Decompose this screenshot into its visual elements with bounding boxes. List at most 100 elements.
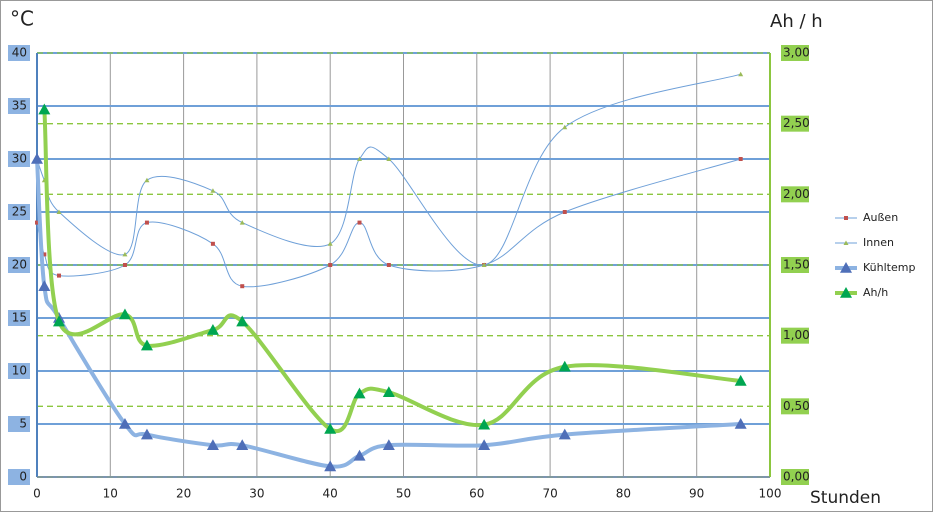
- marker: [122, 263, 127, 267]
- marker: [327, 241, 333, 246]
- marker: [478, 418, 491, 430]
- marker: [478, 439, 491, 450]
- marker: [357, 156, 363, 161]
- y2-tick-label-bg: [781, 327, 809, 344]
- y2-tick-label: 2,50: [783, 116, 810, 130]
- marker: [324, 422, 337, 434]
- y-tick-label: 0: [19, 470, 27, 484]
- x-axis-label: Stunden: [810, 488, 881, 508]
- y2-tick-label: 0,00: [783, 470, 810, 484]
- y2-tick-label-bg: [781, 45, 809, 61]
- marker: [206, 324, 219, 335]
- marker: [144, 220, 149, 225]
- y-tick-label-bg: [8, 416, 30, 432]
- marker: [840, 262, 852, 273]
- x-tick-label: 60: [469, 487, 484, 501]
- y-tick-label-bg: [8, 310, 30, 326]
- x-tick-label: 0: [33, 487, 41, 501]
- legend-label: Kühltemp: [863, 261, 915, 274]
- y-tick-label: 10: [12, 364, 27, 378]
- marker: [240, 284, 245, 289]
- x-tick-label: 50: [396, 487, 411, 501]
- series-line: [36, 158, 741, 288]
- y2-tick-label-bg: [781, 398, 809, 415]
- x-tick-label: 100: [759, 487, 782, 501]
- marker: [738, 71, 744, 77]
- marker: [562, 124, 568, 130]
- marker: [734, 418, 747, 429]
- marker: [324, 460, 337, 472]
- y-tick-label-bg: [8, 204, 30, 220]
- y-tick-label: 40: [12, 46, 27, 60]
- marker: [56, 209, 62, 214]
- marker: [386, 156, 392, 161]
- marker: [52, 315, 65, 327]
- marker: [210, 188, 216, 193]
- marker: [144, 177, 150, 183]
- y-tick-label: 25: [12, 205, 27, 219]
- marker: [122, 251, 128, 257]
- y2-tick-label: 3,00: [783, 46, 810, 60]
- marker: [38, 103, 51, 115]
- marker: [481, 262, 487, 267]
- y-tick-label-bg: [8, 45, 30, 61]
- marker: [140, 339, 153, 351]
- marker: [386, 263, 391, 267]
- marker: [558, 428, 571, 440]
- marker: [35, 220, 39, 225]
- y-tick-label: 5: [19, 417, 27, 431]
- y2-tick-label: 1,50: [783, 258, 810, 272]
- y2-axis-label: Ah / h: [770, 11, 823, 32]
- y2-tick-label: 2,00: [783, 187, 810, 201]
- x-tick-label: 70: [542, 487, 557, 501]
- marker: [42, 252, 47, 257]
- marker: [353, 387, 366, 399]
- marker: [734, 374, 747, 386]
- y2-tick-label: 1,00: [783, 328, 810, 342]
- y2-tick-label-bg: [781, 469, 809, 485]
- y-tick-label: 35: [12, 99, 27, 113]
- y-tick-label: 15: [12, 311, 27, 325]
- y2-tick-label-bg: [781, 257, 809, 273]
- y-tick-label-bg: [8, 257, 30, 273]
- x-tick-label: 10: [103, 487, 118, 501]
- series-line: [36, 73, 741, 266]
- marker: [56, 273, 61, 278]
- y2-tick-label-bg: [781, 186, 809, 203]
- legend-label: Außen: [863, 211, 898, 224]
- x-tick-label: 90: [689, 487, 704, 501]
- y-tick-label-bg: [8, 469, 30, 485]
- marker: [382, 386, 395, 397]
- series-line: [42, 109, 741, 434]
- y-tick-label-bg: [8, 98, 30, 114]
- marker: [118, 308, 131, 320]
- marker: [357, 220, 362, 225]
- x-tick-label: 80: [616, 487, 631, 501]
- marker: [738, 157, 743, 161]
- marker: [353, 449, 366, 461]
- legend-label: Innen: [863, 236, 894, 249]
- legend-label: Ah/h: [863, 286, 888, 299]
- marker: [31, 153, 43, 164]
- marker: [38, 280, 51, 291]
- y2-tick-label: 0,50: [783, 399, 810, 413]
- y-tick-label-bg: [8, 151, 30, 167]
- x-tick-label: 40: [323, 487, 338, 501]
- marker: [382, 439, 395, 450]
- marker: [118, 418, 131, 429]
- x-tick-label: 20: [176, 487, 191, 501]
- y-tick-label: 20: [12, 258, 27, 272]
- y-tick-label: 30: [12, 152, 27, 166]
- y2-tick-label-bg: [781, 115, 809, 132]
- marker: [140, 428, 153, 440]
- marker: [843, 240, 849, 245]
- marker: [239, 220, 245, 225]
- marker: [328, 263, 333, 267]
- marker: [206, 439, 219, 450]
- marker: [844, 216, 848, 220]
- marker: [236, 315, 249, 327]
- marker: [210, 241, 215, 246]
- marker: [840, 287, 852, 298]
